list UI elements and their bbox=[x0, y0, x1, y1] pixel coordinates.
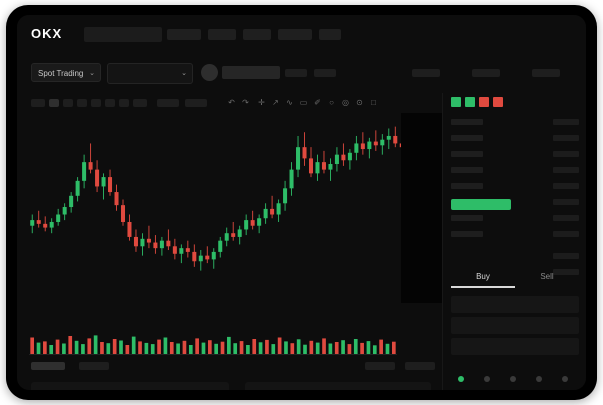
interval-time[interactable] bbox=[31, 99, 45, 107]
nav-item-derivatives[interactable] bbox=[278, 29, 312, 40]
tab-assets[interactable] bbox=[405, 362, 435, 370]
indicators-button[interactable] bbox=[157, 99, 179, 107]
trading-mode-select[interactable]: Spot Trading ⌄ bbox=[31, 63, 101, 82]
okx-logo[interactable]: OKX bbox=[31, 26, 63, 41]
search-input[interactable] bbox=[84, 27, 162, 42]
orderbook-row-label[interactable] bbox=[451, 183, 483, 189]
orderbook-asks-icon[interactable] bbox=[479, 97, 489, 107]
orderbook-all-icon[interactable] bbox=[451, 97, 461, 107]
orderbook-row-label[interactable] bbox=[451, 215, 483, 221]
tab-sell[interactable]: Sell bbox=[540, 272, 554, 281]
chart-toolbar: ↶ ↷ ✛ ↗ ∿ ▭ ✐ ○ ◎ ⊙ □ bbox=[17, 93, 442, 114]
nav-item-earn[interactable] bbox=[319, 29, 341, 40]
orderbook-row-label[interactable] bbox=[451, 119, 483, 125]
orderbook-row-label[interactable] bbox=[451, 167, 483, 173]
redo-icon[interactable]: ↷ bbox=[242, 98, 249, 107]
device-screen: OKX Spot Trading ⌄ ⌄ bbox=[17, 15, 586, 390]
chart-overlay-panel bbox=[401, 113, 442, 303]
interval-1m[interactable] bbox=[49, 99, 59, 107]
interval-15m[interactable] bbox=[63, 99, 73, 107]
wave-icon[interactable]: ∿ bbox=[286, 98, 293, 107]
orderbook-row-value bbox=[553, 119, 579, 125]
undo-icon[interactable]: ↶ bbox=[228, 98, 235, 107]
nav-item-buy-crypto[interactable] bbox=[167, 29, 201, 40]
volume-chart[interactable] bbox=[17, 318, 442, 358]
brush-icon[interactable]: ✐ bbox=[314, 98, 321, 107]
pagination-dot[interactable] bbox=[458, 376, 464, 382]
chart-bottom-tabs bbox=[17, 355, 442, 377]
order-book-header bbox=[443, 93, 586, 111]
orderbook-row-value bbox=[553, 135, 579, 141]
orderbook-row-value bbox=[553, 167, 579, 173]
trade-side-tabs: Buy Sell bbox=[451, 268, 579, 288]
trading-mode-label: Spot Trading bbox=[38, 69, 84, 78]
stat-24h-volume bbox=[532, 69, 560, 77]
stat-24h-high bbox=[412, 69, 440, 77]
mark-price-badge bbox=[451, 199, 511, 210]
coin-avatar bbox=[201, 64, 218, 81]
pagination-dot[interactable] bbox=[562, 376, 568, 382]
orderbook-row-value bbox=[553, 269, 579, 275]
order-book-panel: Buy Sell bbox=[442, 93, 586, 390]
orderbook-row-value bbox=[553, 253, 579, 259]
interval-4h[interactable] bbox=[91, 99, 101, 107]
orderbook-bids-icon[interactable] bbox=[465, 97, 475, 107]
chevron-down-icon: ⌄ bbox=[181, 70, 187, 77]
price-chart-area[interactable] bbox=[17, 113, 442, 363]
nav-item-markets[interactable] bbox=[208, 29, 236, 40]
eye-icon[interactable]: ◎ bbox=[342, 98, 349, 107]
interval-1h[interactable] bbox=[77, 99, 87, 107]
pagination-dots bbox=[443, 376, 586, 386]
interval-1d[interactable] bbox=[105, 99, 115, 107]
crosshair-icon[interactable]: ✛ bbox=[258, 98, 265, 107]
price-field[interactable] bbox=[451, 296, 579, 313]
active-tab-underline bbox=[451, 286, 515, 288]
orderbook-row-label[interactable] bbox=[451, 231, 483, 237]
pagination-dot[interactable] bbox=[484, 376, 490, 382]
stat-24h-low bbox=[472, 69, 500, 77]
chart-settings-button[interactable] bbox=[185, 99, 207, 107]
nav-item-trade[interactable] bbox=[243, 29, 271, 40]
interval-more[interactable] bbox=[133, 99, 147, 107]
pagination-dot[interactable] bbox=[510, 376, 516, 382]
tab-order-history[interactable] bbox=[79, 362, 109, 370]
ruler-icon[interactable]: ▭ bbox=[299, 98, 308, 107]
pagination-dot[interactable] bbox=[536, 376, 542, 382]
lock-icon[interactable]: ⊙ bbox=[356, 98, 363, 107]
chevron-down-icon: ⌄ bbox=[89, 70, 95, 77]
trash-icon[interactable]: □ bbox=[371, 98, 376, 107]
positions-panel[interactable] bbox=[31, 382, 229, 390]
orderbook-grouping-icon[interactable] bbox=[493, 97, 503, 107]
stat-24h-change bbox=[314, 69, 336, 77]
candlestick-chart[interactable] bbox=[17, 113, 442, 328]
orderbook-row-label[interactable] bbox=[451, 151, 483, 157]
top-navigation-bar: OKX bbox=[17, 15, 586, 53]
interval-1w[interactable] bbox=[119, 99, 129, 107]
orderbook-row-value bbox=[553, 151, 579, 157]
stat-last-price bbox=[285, 69, 307, 77]
orderbook-row-value bbox=[553, 231, 579, 237]
tablet-device-frame: OKX Spot Trading ⌄ ⌄ bbox=[6, 5, 597, 400]
orders-panel[interactable] bbox=[245, 382, 431, 390]
orderbook-row-value bbox=[553, 183, 579, 189]
tab-open-orders[interactable] bbox=[31, 362, 65, 370]
orderbook-row-value bbox=[553, 199, 579, 205]
orderbook-row-value bbox=[553, 215, 579, 221]
magnet-icon[interactable]: ○ bbox=[329, 98, 334, 107]
trendline-icon[interactable]: ↗ bbox=[272, 98, 279, 107]
pair-selector[interactable]: ⌄ bbox=[107, 63, 193, 84]
total-field[interactable] bbox=[451, 338, 579, 355]
pair-info-bar: Spot Trading ⌄ ⌄ bbox=[17, 53, 586, 94]
tab-trades[interactable] bbox=[365, 362, 395, 370]
pair-name-label bbox=[222, 66, 280, 79]
tab-buy[interactable]: Buy bbox=[476, 272, 490, 281]
orderbook-row-label[interactable] bbox=[451, 135, 483, 141]
amount-field[interactable] bbox=[451, 317, 579, 334]
